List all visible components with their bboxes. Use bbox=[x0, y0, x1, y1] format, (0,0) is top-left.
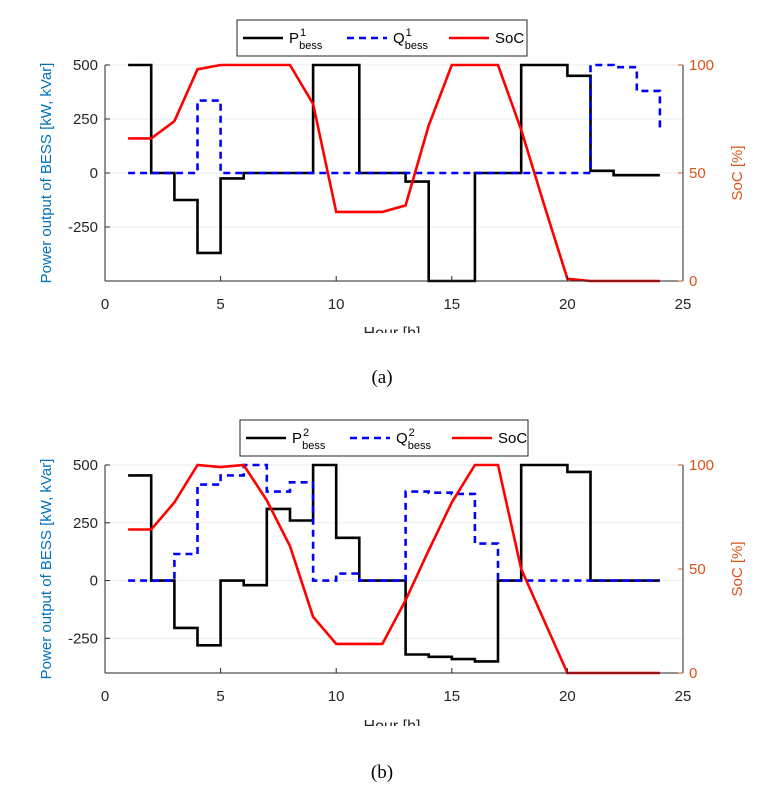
x-tick-label: 10 bbox=[328, 688, 345, 705]
x-tick-label: 15 bbox=[443, 296, 460, 313]
y2-axis-label: SoC [%] bbox=[729, 541, 746, 596]
x-axis-label: Hour [h] bbox=[364, 718, 421, 735]
y-tick-label: 500 bbox=[73, 57, 98, 74]
x-tick-label: 0 bbox=[101, 688, 109, 705]
legend-label-p: P2 bess bbox=[292, 427, 326, 452]
y2-tick-label: 50 bbox=[689, 165, 706, 182]
y-tick-label: -250 bbox=[68, 630, 98, 647]
legend-label-soc: SoC bbox=[498, 430, 527, 447]
x-tick-label: 25 bbox=[675, 296, 692, 313]
caption: (a) bbox=[371, 367, 392, 388]
plot-area bbox=[105, 465, 683, 673]
legend-label-q: Q2 bess bbox=[396, 427, 432, 452]
series-soc-line bbox=[128, 63, 660, 283]
y-tick-label: 250 bbox=[73, 515, 98, 532]
legend-label-soc: SoC bbox=[495, 30, 524, 47]
y2-tick-label: 50 bbox=[689, 561, 706, 578]
y2-axis-label: SoC [%] bbox=[729, 145, 746, 200]
x-tick-label: 20 bbox=[559, 296, 576, 313]
y-tick-label: 250 bbox=[73, 111, 98, 128]
legend-label-q: Q1 bess bbox=[393, 27, 429, 52]
x-tick-label: 20 bbox=[559, 688, 576, 705]
y-tick-label: 500 bbox=[73, 457, 98, 474]
x-tick-label: 0 bbox=[101, 296, 109, 313]
x-tick-label: 15 bbox=[443, 688, 460, 705]
x-tick-label: 25 bbox=[675, 688, 692, 705]
y-tick-label: 0 bbox=[90, 573, 98, 590]
y-axis-label: Power output of BESS [kW, kVar] bbox=[38, 63, 55, 284]
y2-tick-label: 0 bbox=[689, 273, 697, 290]
legend-label-p: P1 bess bbox=[289, 27, 323, 52]
legend: P1 bess Q1 bess SoC bbox=[236, 19, 528, 57]
y-axis-label: Power output of BESS [kW, kVar] bbox=[38, 459, 55, 680]
x-tick-label: 10 bbox=[328, 296, 345, 313]
x-tick-label: 5 bbox=[216, 296, 224, 313]
caption: (b) bbox=[371, 762, 393, 783]
x-tick-label: 5 bbox=[216, 688, 224, 705]
y2-tick-label: 0 bbox=[689, 665, 697, 682]
legend: P2 bess Q2 bess SoC bbox=[239, 419, 529, 457]
y2-tick-label: 100 bbox=[689, 457, 714, 474]
x-axis-label: Hour [h] bbox=[364, 325, 421, 342]
y-tick-label: 0 bbox=[90, 165, 98, 182]
y2-tick-label: 100 bbox=[689, 57, 714, 74]
series-q-line bbox=[128, 63, 662, 175]
y-tick-label: -250 bbox=[68, 219, 98, 236]
series-q-line bbox=[128, 463, 660, 582]
